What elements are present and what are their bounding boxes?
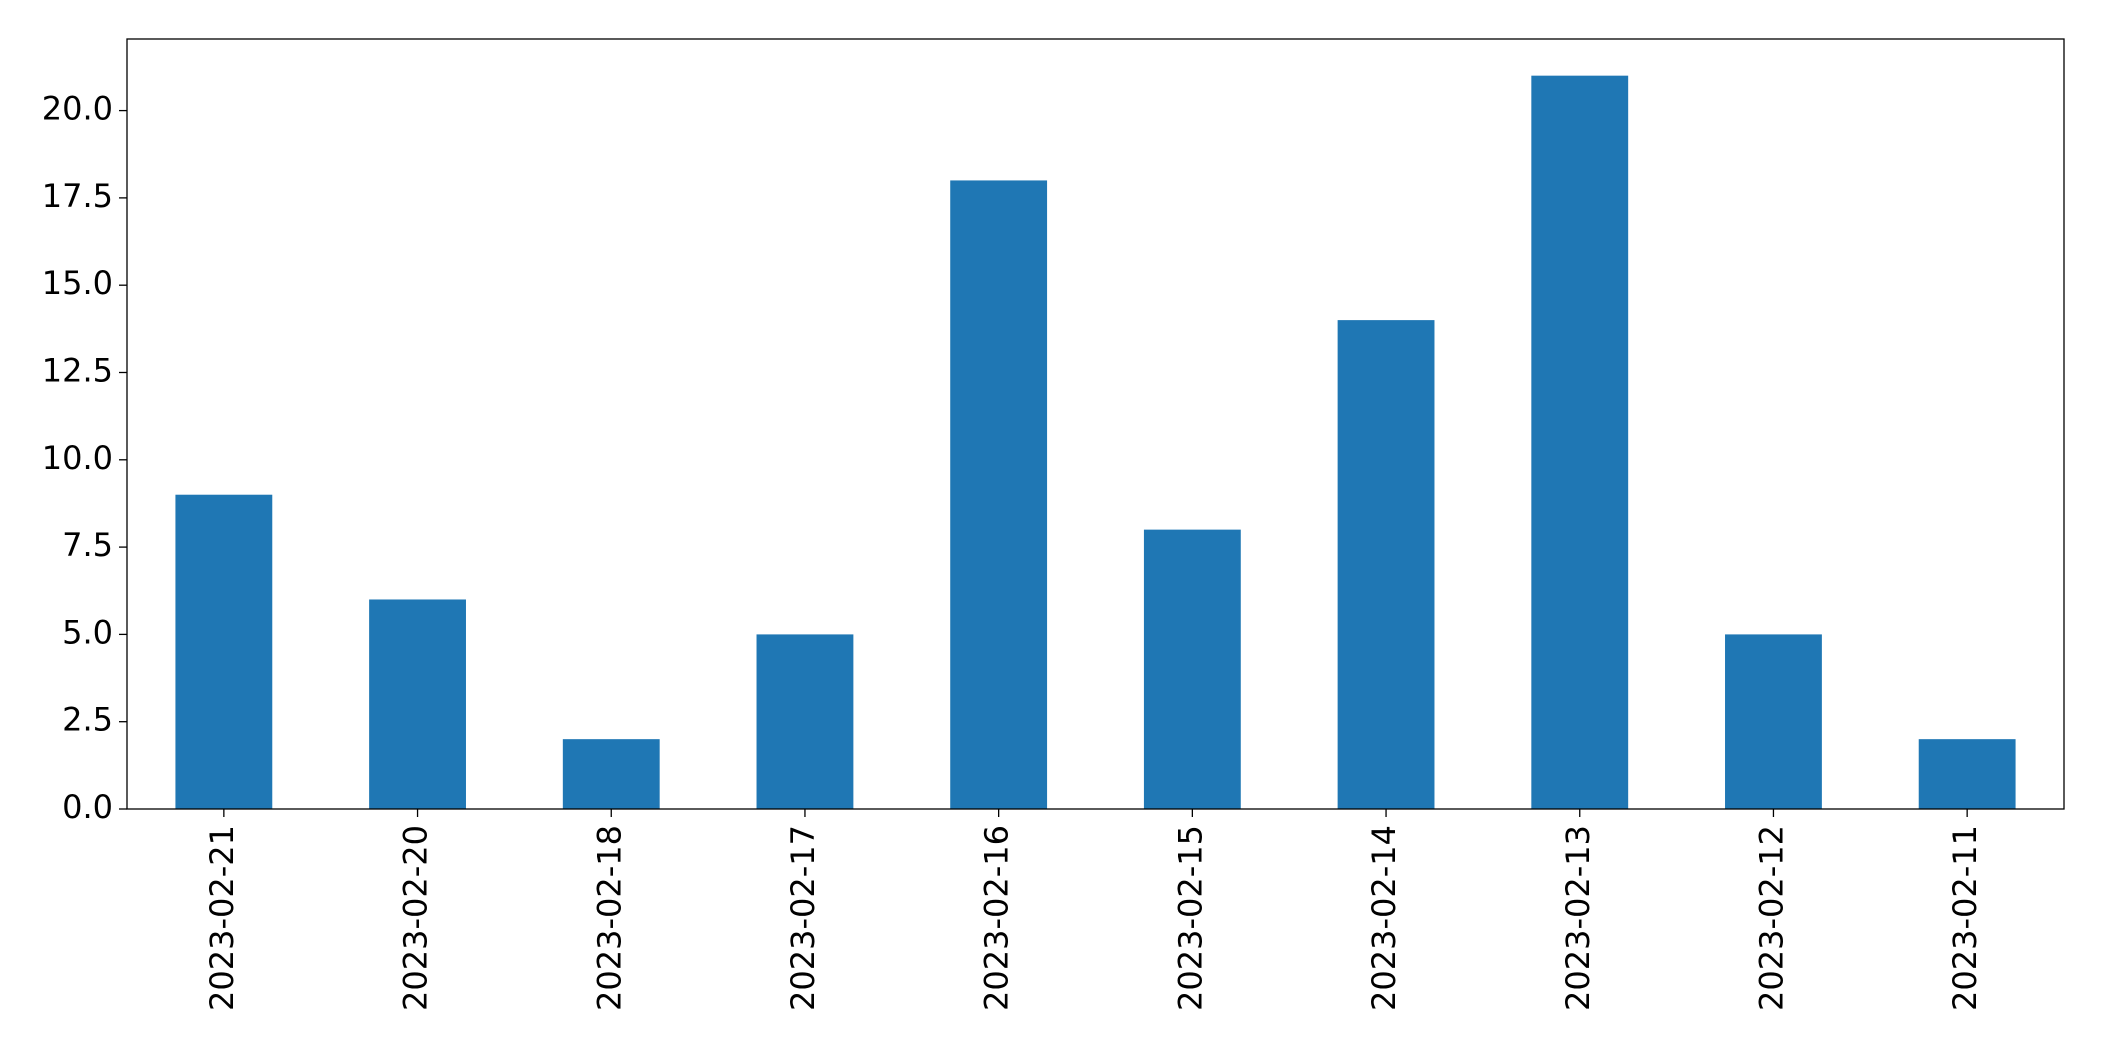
bar — [1918, 739, 2016, 809]
x-tick-label: 2023-02-18 — [590, 825, 628, 1011]
x-tick-label: 2023-02-15 — [1171, 825, 1209, 1011]
y-tick-label: 5.0 — [62, 613, 113, 651]
bar — [1143, 529, 1241, 809]
x-tick-label: 2023-02-21 — [203, 825, 241, 1011]
bar — [369, 599, 466, 809]
x-tick-label: 2023-02-11 — [1946, 825, 1984, 1011]
x-tick-label: 2023-02-20 — [397, 825, 435, 1011]
bar — [1337, 320, 1435, 809]
bar — [1725, 634, 1822, 809]
bar — [175, 494, 273, 809]
x-tick-label: 2023-02-13 — [1559, 825, 1597, 1011]
y-tick-label: 10.0 — [42, 439, 113, 477]
y-tick-label: 17.5 — [42, 177, 113, 215]
x-tick-label: 2023-02-14 — [1365, 825, 1403, 1011]
x-tick-label: 2023-02-17 — [784, 825, 822, 1011]
x-tick-label: 2023-02-12 — [1752, 825, 1790, 1011]
bar — [756, 634, 854, 809]
y-tick-label: 2.5 — [62, 701, 113, 739]
plot-frame — [126, 38, 2065, 810]
bar — [1531, 75, 1629, 809]
y-tick-label: 0.0 — [62, 788, 113, 826]
y-tick-label: 7.5 — [62, 526, 113, 564]
bar — [950, 180, 1048, 809]
y-tick-label: 12.5 — [42, 351, 113, 389]
y-tick-label: 15.0 — [42, 264, 113, 302]
y-tick-label: 20.0 — [42, 90, 113, 128]
x-tick-label: 2023-02-16 — [978, 825, 1016, 1011]
bar — [562, 739, 660, 809]
